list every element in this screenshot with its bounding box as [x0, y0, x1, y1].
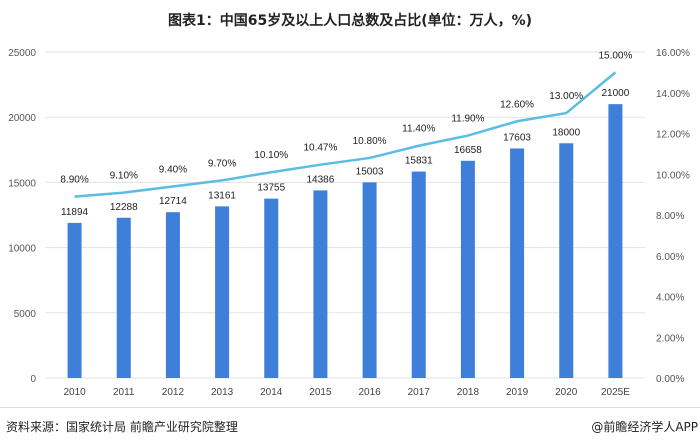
bar	[559, 143, 574, 378]
chart-title: 图表1：中国65岁及以上人口总数及占比(单位：万人，%)	[167, 13, 533, 29]
bar	[362, 182, 377, 378]
x-axis-tick: 2020	[555, 387, 578, 398]
line-label: 10.80%	[353, 136, 387, 147]
right-axis-tick: 6.00%	[656, 252, 684, 263]
line-label: 15.00%	[598, 50, 632, 61]
bar-label: 13755	[257, 183, 285, 194]
bar-label: 12714	[159, 196, 187, 207]
right-axis-tick: 16.00%	[656, 48, 690, 59]
combo-chart: 0 5000 10000 15000 20000 25000 0.00% 2.00% 4.00%…	[8, 48, 690, 398]
x-axis-tick: 2012	[162, 387, 185, 398]
bar	[313, 190, 328, 378]
left-axis-tick: 10000	[8, 244, 36, 255]
bar	[510, 148, 525, 378]
x-axis-tick: 2010	[63, 387, 86, 398]
bar-label: 12288	[110, 202, 138, 213]
bar-label: 15003	[356, 166, 384, 177]
x-axis-tick: 2019	[506, 387, 529, 398]
bar	[460, 160, 475, 378]
bar	[411, 171, 426, 378]
line-label: 11.40%	[402, 124, 435, 135]
right-axis-tick: 10.00%	[656, 170, 690, 181]
bar-label: 16658	[454, 145, 482, 156]
x-axis-tick: 2015	[309, 387, 332, 398]
bar	[608, 104, 623, 378]
bar-label: 21000	[602, 88, 630, 99]
bar-label: 18000	[552, 127, 580, 138]
line-label: 11.90%	[451, 114, 484, 125]
right-axis-tick: 12.00%	[656, 130, 690, 141]
bar	[116, 217, 131, 378]
right-axis-tick: 4.00%	[656, 293, 684, 304]
bar-label: 14386	[307, 174, 335, 185]
x-axis-tick: 2025E	[601, 387, 630, 398]
left-axis-tick: 5000	[14, 309, 37, 320]
left-axis-tick: 25000	[8, 48, 36, 59]
right-axis-tick: 14.00%	[656, 89, 690, 100]
x-axis-tick: 2011	[113, 387, 135, 398]
right-axis-tick: 2.00%	[656, 333, 684, 344]
line-label: 9.40%	[159, 164, 187, 175]
bar-label: 17603	[503, 132, 531, 143]
line-label: 13.00%	[549, 91, 583, 102]
bar	[67, 222, 82, 378]
line-label: 10.10%	[254, 150, 288, 161]
bar	[264, 198, 279, 378]
x-axis-tick: 2017	[408, 387, 431, 398]
footer-divider	[0, 407, 700, 408]
left-axis-tick: 0	[30, 374, 36, 385]
right-axis-tick: 8.00%	[656, 211, 684, 222]
x-axis-tick: 2013	[211, 387, 234, 398]
bar-label: 15831	[405, 156, 433, 167]
line-label: 9.70%	[208, 158, 236, 169]
bar	[215, 206, 230, 378]
left-axis-tick: 20000	[8, 113, 36, 124]
x-axis-tick: 2018	[457, 387, 480, 398]
left-axis-tick: 15000	[8, 178, 36, 189]
right-axis-tick: 0.00%	[656, 374, 684, 385]
bar-label: 11894	[61, 207, 89, 218]
credit-note: @前瞻经济学人APP	[591, 420, 698, 434]
line-label: 12.60%	[500, 99, 534, 110]
bar-label: 13161	[208, 190, 236, 201]
line-label: 8.90%	[60, 175, 88, 186]
line-series	[74, 71, 617, 198]
line-label: 10.47%	[303, 143, 337, 154]
line-label: 9.10%	[110, 171, 138, 182]
source-note: 资料来源：国家统计局 前瞻产业研究院整理	[6, 420, 238, 434]
bar	[165, 212, 180, 378]
x-axis-tick: 2014	[260, 387, 283, 398]
x-axis-tick: 2016	[358, 387, 381, 398]
